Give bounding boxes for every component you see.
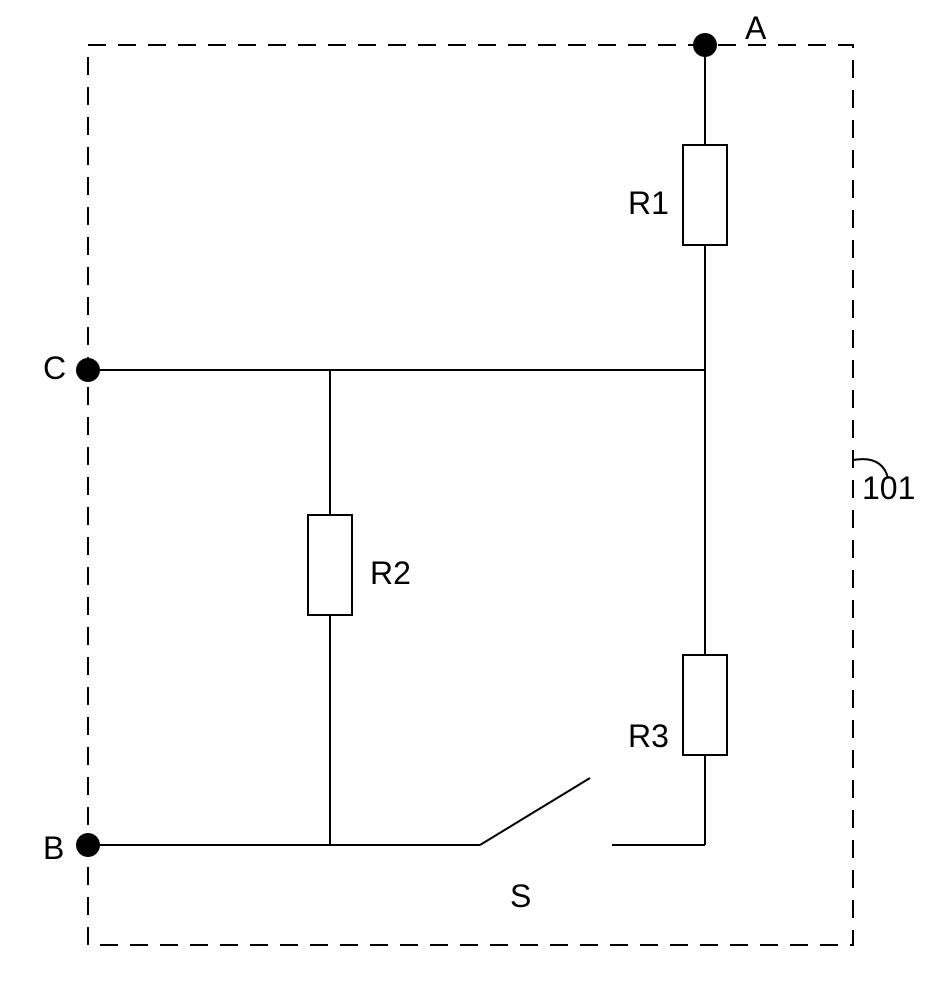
circuit-svg — [0, 0, 930, 1000]
resistor-r2 — [308, 515, 352, 615]
terminal-c — [76, 358, 100, 382]
label-r1: R1 — [628, 185, 669, 222]
terminal-b — [76, 833, 100, 857]
switch-blade — [480, 778, 590, 845]
label-r2: R2 — [370, 555, 411, 592]
label-r3: R3 — [628, 718, 669, 755]
resistor-r1 — [683, 145, 727, 245]
resistor-r3 — [683, 655, 727, 755]
label-b: B — [43, 830, 64, 867]
module-outline — [88, 45, 853, 945]
circuit-diagram: A B C R1 R2 R3 S 101 — [0, 0, 930, 1000]
label-101: 101 — [862, 470, 915, 507]
label-a: A — [745, 10, 766, 47]
label-s: S — [510, 878, 531, 915]
label-c: C — [43, 350, 66, 387]
terminal-a — [693, 33, 717, 57]
